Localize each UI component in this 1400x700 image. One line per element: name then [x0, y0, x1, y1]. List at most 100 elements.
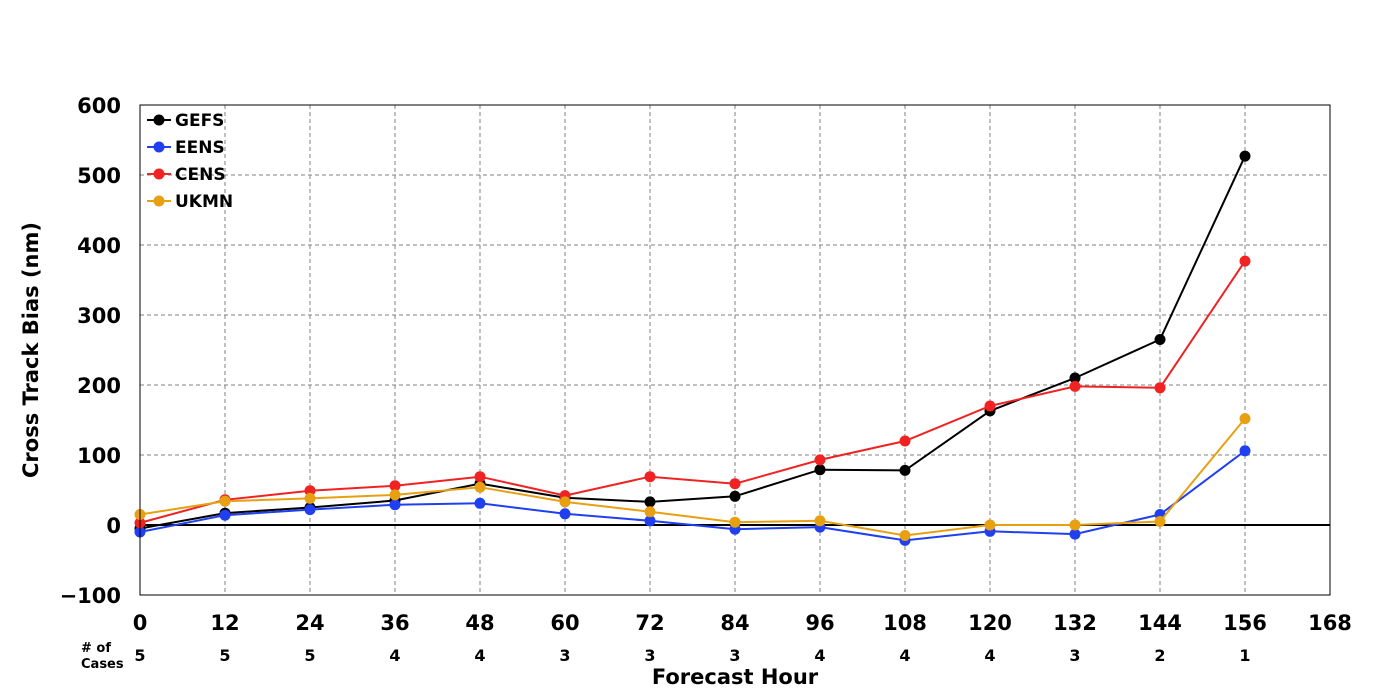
x-tick-label-48: 48: [465, 611, 494, 635]
data-point-gefs-96: [814, 464, 826, 476]
legend-marker-gefs: [153, 114, 165, 126]
x-tick-label-84: 84: [720, 611, 749, 635]
data-point-gefs-84: [729, 490, 741, 502]
y-tick-label--100: −100: [60, 584, 121, 608]
data-point-gefs-132: [1069, 372, 1081, 384]
x-tick-label-168: 168: [1308, 611, 1352, 635]
legend: GEFS EENS CENS UKMN: [147, 111, 233, 212]
data-point-cens-24: [304, 485, 316, 497]
data-point-eens-12: [219, 509, 231, 521]
grid-lines: [140, 105, 1330, 595]
data-point-ukmn-84: [729, 516, 741, 528]
data-point-ukmn-48: [474, 481, 486, 493]
x-tick-label-108: 108: [883, 611, 927, 635]
data-point-eens-60: [559, 508, 571, 520]
case-count-24: 5: [304, 646, 315, 665]
x-tick-label-144: 144: [1138, 611, 1182, 635]
series-line-cens: [139, 260, 1246, 524]
x-tick-label-12: 12: [210, 611, 239, 635]
data-point-ukmn-132: [1069, 519, 1081, 531]
data-point-ukmn-156: [1239, 413, 1251, 425]
cases-label-line2: Cases: [81, 657, 124, 672]
data-point-cens-84: [729, 478, 741, 490]
y-tick-label-500: 500: [77, 164, 121, 188]
data-point-eens-24: [304, 504, 316, 516]
data-point-cens-108: [899, 435, 911, 447]
x-tick-label-120: 120: [968, 611, 1012, 635]
y-tick-label-200: 200: [77, 374, 121, 398]
data-point-gefs-108: [899, 464, 911, 476]
data-point-cens-36: [389, 480, 401, 492]
legend-label-ukmn: UKMN: [175, 192, 233, 212]
data-point-ukmn-24: [304, 492, 316, 504]
y-tick-labels: −100 0 100 200 300 400 500 600: [60, 94, 121, 608]
y-tick-label-100: 100: [77, 444, 121, 468]
legend-label-cens: CENS: [175, 165, 226, 185]
case-count-60: 3: [559, 646, 570, 665]
data-point-eens-132: [1069, 528, 1081, 540]
case-count-36: 4: [389, 646, 400, 665]
case-count-156: 1: [1239, 646, 1250, 665]
data-point-eens-156: [1239, 445, 1251, 457]
data-point-gefs-156: [1239, 150, 1251, 162]
cases-label-line1: # of: [81, 641, 111, 656]
data-point-gefs-144: [1154, 334, 1166, 345]
data-point-ukmn-108: [899, 530, 911, 541]
series-line-ukmn: [139, 417, 1246, 537]
x-tick-label-60: 60: [550, 611, 579, 635]
case-count-72: 3: [644, 646, 655, 665]
case-count-84: 3: [729, 646, 740, 665]
data-point-ukmn-120: [984, 519, 996, 531]
case-count-108: 4: [899, 646, 910, 665]
data-point-eens-48: [474, 497, 486, 509]
data-point-ukmn-72: [644, 506, 656, 518]
legend-marker-eens: [153, 141, 165, 153]
case-count-0: 5: [134, 646, 145, 665]
series-line-gefs: [139, 155, 1246, 530]
case-count-120: 4: [984, 646, 995, 665]
y-tick-label-600: 600: [77, 94, 121, 118]
x-tick-label-0: 0: [133, 611, 148, 635]
data-point-ukmn-36: [389, 489, 401, 501]
case-count-96: 4: [814, 646, 825, 665]
data-point-eens-36: [389, 499, 401, 511]
data-point-cens-156: [1239, 255, 1251, 267]
case-count-132: 3: [1069, 646, 1080, 665]
y-tick-label-400: 400: [77, 234, 121, 258]
data-point-eens-72: [644, 515, 656, 527]
x-tick-labels: 0 12 24 36 48 60 72 84 96 108 120 132 144 156 168: [133, 611, 1352, 635]
data-point-ukmn-144: [1154, 516, 1166, 527]
data-point-cens-120: [984, 400, 996, 412]
legend-label-eens: EENS: [175, 138, 225, 158]
data-point-cens-48: [474, 471, 486, 483]
data-point-cens-132: [1069, 380, 1081, 392]
x-axis-title: Forecast Hour: [652, 665, 819, 689]
data-point-cens-144: [1154, 382, 1166, 394]
legend-marker-cens: [153, 168, 165, 180]
y-axis-title: Cross Track Bias (nm): [19, 222, 43, 478]
legend-label-gefs: GEFS: [175, 111, 224, 131]
case-count-12: 5: [219, 646, 230, 665]
series-line-eens: [139, 449, 1246, 542]
data-point-gefs-72: [644, 496, 656, 508]
series-layer: [134, 150, 1251, 546]
data-point-ukmn-60: [559, 496, 571, 508]
x-tick-label-72: 72: [635, 611, 664, 635]
plot-frame: [139, 104, 1331, 596]
case-count-144: 2: [1154, 646, 1165, 665]
x-tick-label-132: 132: [1053, 611, 1097, 635]
x-tick-label-24: 24: [295, 611, 324, 635]
legend-marker-ukmn: [153, 195, 165, 207]
x-tick-label-96: 96: [805, 611, 834, 635]
data-point-cens-96: [814, 454, 826, 466]
data-point-cens-72: [644, 471, 656, 483]
data-point-ukmn-96: [814, 515, 826, 527]
data-point-ukmn-12: [219, 495, 231, 507]
y-tick-label-0: 0: [106, 514, 121, 538]
case-counts: # of Cases 5 5 5 4 4 3 3 3 4 4 4 3 2 1: [81, 641, 1251, 672]
x-tick-label-156: 156: [1223, 611, 1267, 635]
x-tick-label-36: 36: [380, 611, 409, 635]
case-count-48: 4: [474, 646, 485, 665]
y-tick-label-300: 300: [77, 304, 121, 328]
